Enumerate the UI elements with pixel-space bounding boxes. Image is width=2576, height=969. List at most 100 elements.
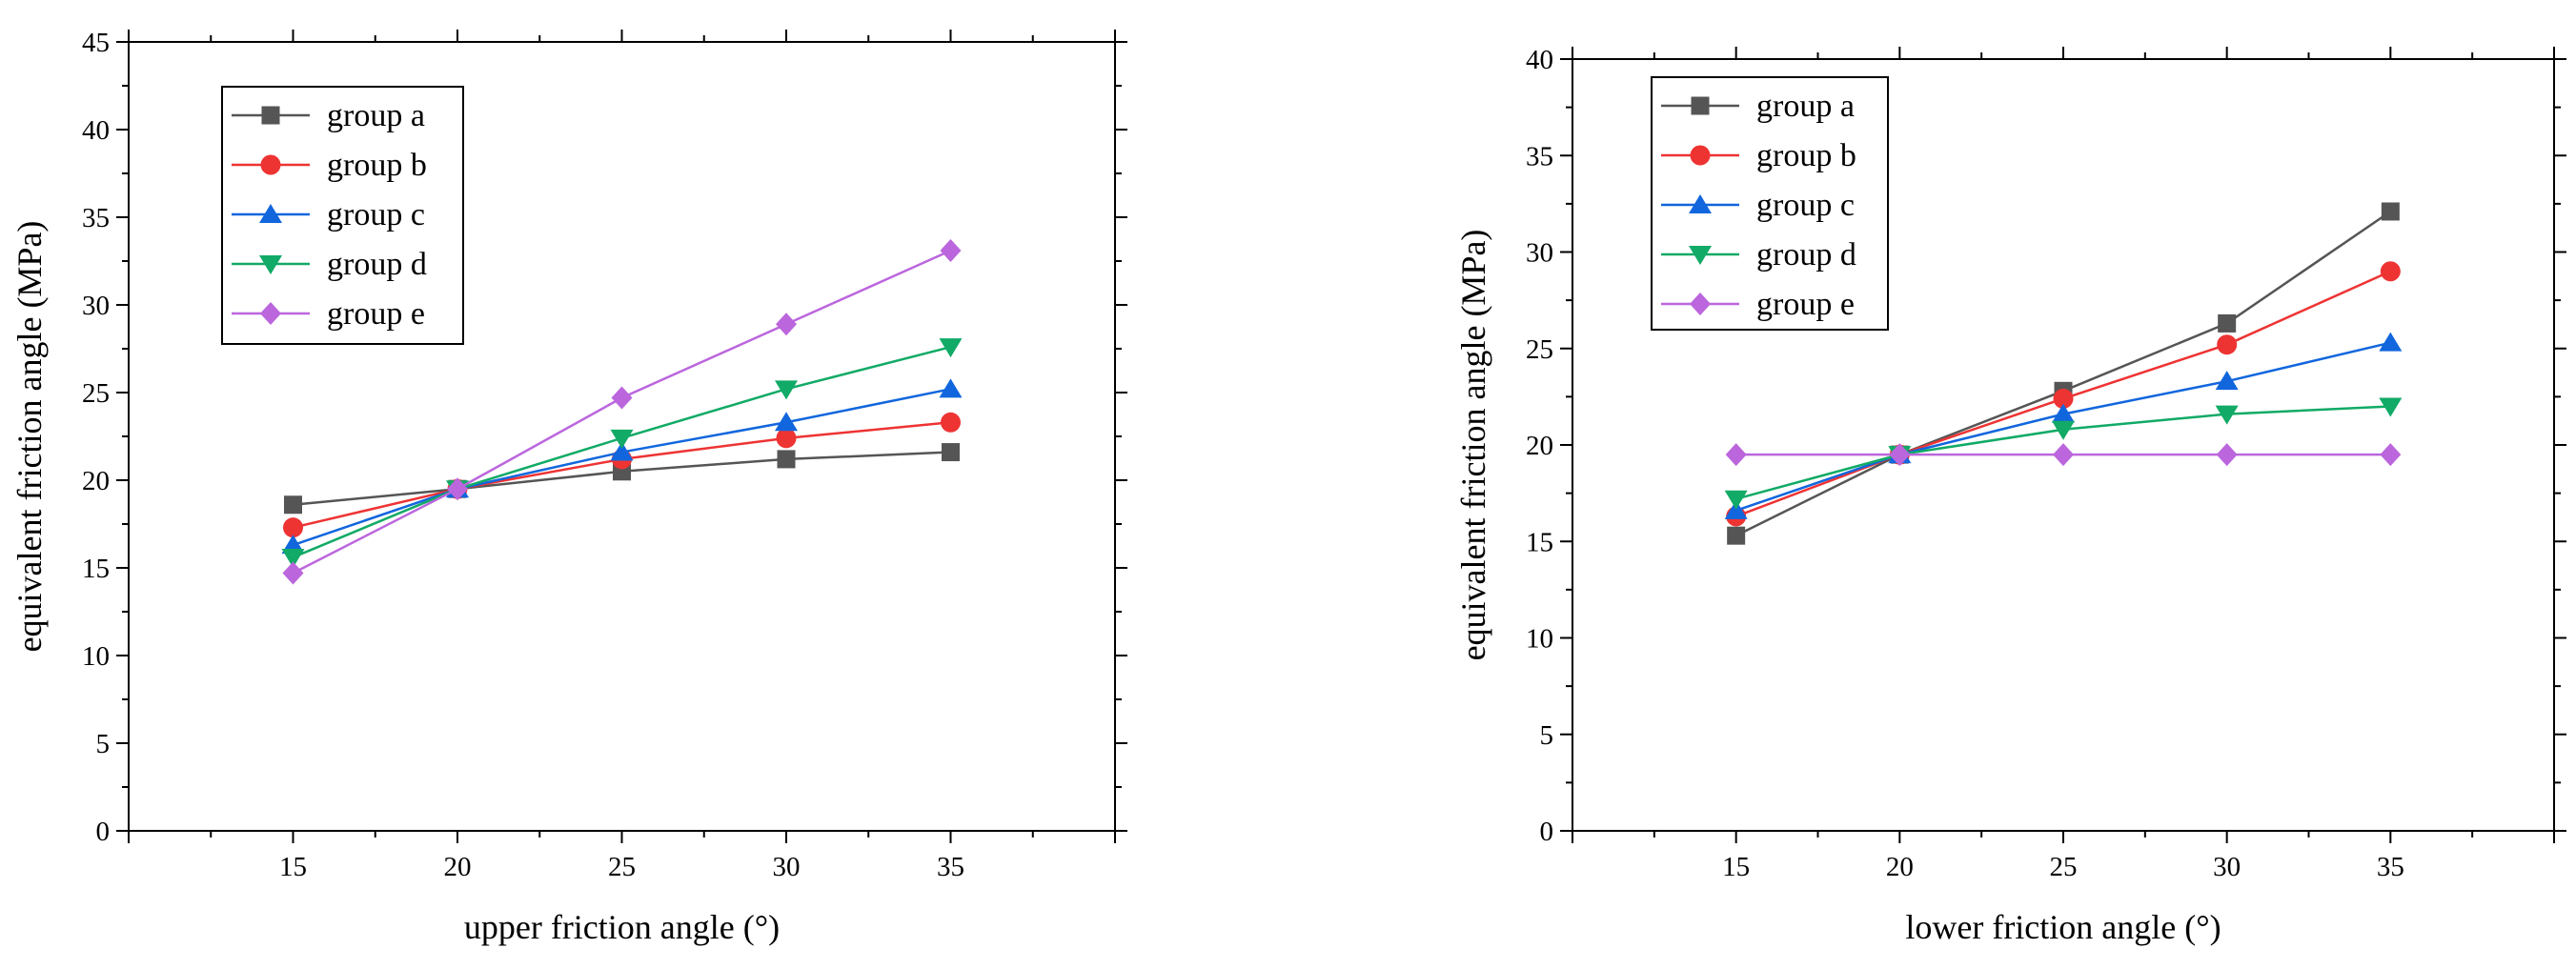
x-tick-label: 20: [444, 852, 472, 882]
legend-marker: [260, 154, 281, 175]
legend-item: group a: [232, 98, 425, 133]
legend-label: group b: [1756, 138, 1856, 173]
data-point: [610, 441, 634, 461]
data-point: [2379, 397, 2403, 417]
y-tick-label: 10: [1526, 624, 1553, 655]
data-point: [282, 561, 304, 585]
y-axis-label: equivalent friction angle (MPa): [1454, 230, 1492, 661]
data-point: [2217, 334, 2238, 355]
x-axis-ticks: [1572, 47, 2555, 843]
data-point: [2218, 313, 2237, 333]
data-point: [283, 517, 303, 538]
data-point: [942, 443, 960, 462]
data-point: [939, 378, 963, 398]
legend-marker: [1690, 293, 1711, 315]
y-axis-ticks: [1560, 58, 2566, 832]
legend-marker: [1689, 194, 1712, 213]
legend-item: group d: [1661, 237, 1856, 273]
data-point: [2379, 332, 2403, 352]
data-point: [1724, 490, 1748, 510]
legend-label: group e: [327, 296, 425, 332]
data-point: [1889, 443, 1911, 467]
data-point: [777, 450, 796, 469]
y-tick-label: 35: [1526, 141, 1553, 172]
y-tick-label: 5: [1540, 720, 1554, 751]
y-axis-label: equivalent friction angle (MPa): [10, 221, 49, 653]
legend-item: group e: [232, 296, 425, 332]
data-point: [2052, 420, 2075, 440]
y-tick-label: 45: [82, 28, 110, 58]
data-point: [941, 412, 961, 433]
legend-item: group c: [1661, 188, 1855, 223]
y-tick-label: 30: [1526, 238, 1553, 269]
x-tick-label: 35: [2377, 852, 2404, 882]
legend-marker: [261, 106, 280, 125]
legend-label: group c: [327, 197, 425, 232]
x-tick-label: 15: [279, 852, 307, 882]
legend-item: group e: [1661, 287, 1855, 322]
legend-label: group d: [327, 247, 427, 282]
series-group-e: [282, 238, 962, 585]
legend-item: group d: [232, 247, 427, 282]
legend-box: [1651, 76, 1889, 331]
y-tick-label: 0: [1540, 817, 1554, 847]
legend-marker: [259, 255, 282, 274]
y-tick-label: 25: [82, 378, 110, 409]
x-axis-label: lower friction angle (°): [1905, 908, 2221, 946]
legend-label: group c: [1756, 188, 1855, 223]
data-point: [1725, 443, 1747, 467]
legend-label: group d: [1756, 237, 1856, 273]
legend-item: group c: [232, 197, 425, 232]
y-tick-label: 0: [96, 817, 111, 847]
y-tick-label: 30: [82, 291, 110, 321]
data-point: [610, 429, 634, 449]
data-point: [2215, 371, 2239, 391]
series-group-b: [1726, 261, 2401, 527]
legend: group a group b group c group d group e: [1651, 76, 1889, 331]
x-tick-label: 30: [2213, 852, 2241, 882]
legend-item: group b: [232, 148, 427, 183]
data-point: [2053, 388, 2074, 409]
y-tick-label: 40: [1526, 45, 1553, 75]
data-point: [775, 412, 798, 432]
legend-label: group a: [327, 98, 425, 133]
data-point: [775, 380, 798, 400]
x-tick-label: 25: [2050, 852, 2078, 882]
legend-label: group a: [1756, 89, 1855, 124]
data-point: [447, 477, 468, 501]
legend-label: group b: [327, 148, 427, 183]
data-point: [2053, 443, 2074, 467]
x-tick-label: 25: [608, 852, 636, 882]
data-point: [2381, 202, 2400, 221]
legend: group a group b group c group d group e: [221, 86, 464, 345]
y-tick-label: 25: [1526, 334, 1553, 365]
data-point: [2215, 405, 2239, 425]
data-point: [940, 238, 962, 262]
data-point: [2380, 443, 2402, 467]
y-tick-label: 35: [82, 203, 110, 233]
x-axis-label: upper friction angle (°): [464, 908, 780, 946]
y-tick-label: 5: [96, 729, 111, 759]
legend-marker: [1689, 246, 1712, 265]
legend-marker: [260, 302, 281, 325]
legend-marker: [1691, 96, 1710, 115]
data-point: [939, 338, 963, 358]
legend-label: group e: [1756, 287, 1855, 322]
y-tick-label: 10: [82, 641, 110, 672]
data-point: [2216, 443, 2238, 467]
data-point: [1724, 499, 1748, 519]
chart-lower-friction: 15 20 25 30 35 0 5 10 15 20 25 30 35 40 lower friction…: [1454, 45, 2566, 946]
data-point: [611, 386, 633, 410]
x-tick-label: 30: [773, 852, 801, 882]
series-group-a: [1727, 202, 2400, 545]
y-tick-label: 40: [82, 115, 110, 146]
data-point: [284, 495, 302, 515]
legend-item: group b: [1661, 138, 1856, 173]
legend-marker: [259, 204, 282, 223]
y-axis-ticks: [116, 41, 1127, 832]
y-tick-label: 15: [1526, 527, 1553, 557]
x-tick-label: 20: [1886, 852, 1914, 882]
data-point: [281, 548, 305, 568]
data-point: [2052, 403, 2075, 423]
x-axis-ticks: [128, 30, 1116, 843]
